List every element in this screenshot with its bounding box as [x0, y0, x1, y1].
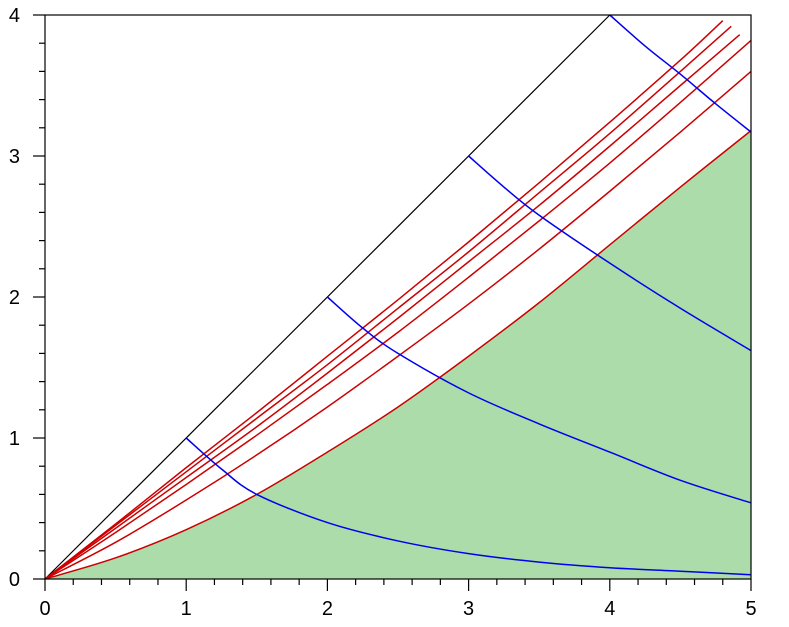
red-curve-1: [44, 130, 752, 580]
plot-lines-layer: [44, 14, 752, 580]
x-tick-label: 2: [322, 598, 333, 620]
red-curve-4: [44, 34, 741, 580]
red-curve-3: [44, 39, 752, 580]
y-tick-label: 3: [9, 146, 20, 168]
shaded-region: [45, 130, 751, 579]
plot-axes-layer: [33, 14, 752, 591]
red-curve-2: [44, 70, 752, 580]
plot-labels-layer: 0 1 2 3 4 5 0 1 2 3 4: [9, 5, 757, 620]
blue-curve-3: [468, 155, 752, 352]
y-tick-label: 2: [9, 287, 20, 309]
x-tick-label: 1: [181, 598, 192, 620]
plot-fill-layer: [45, 130, 751, 579]
x-tick-label: 5: [745, 598, 756, 620]
x-tick-label: 4: [604, 598, 615, 620]
blue-curve-4: [609, 14, 752, 133]
blue-curve-2: [326, 296, 752, 504]
y-tick-label: 0: [9, 569, 20, 591]
red-curve-6: [44, 20, 724, 580]
y-tick-label: 1: [9, 428, 20, 450]
blue-curve-1: [185, 437, 752, 576]
x-tick-label: 0: [39, 598, 50, 620]
y-tick-label: 4: [9, 5, 20, 27]
red-curve-5: [44, 25, 732, 580]
x-tick-label: 3: [463, 598, 474, 620]
